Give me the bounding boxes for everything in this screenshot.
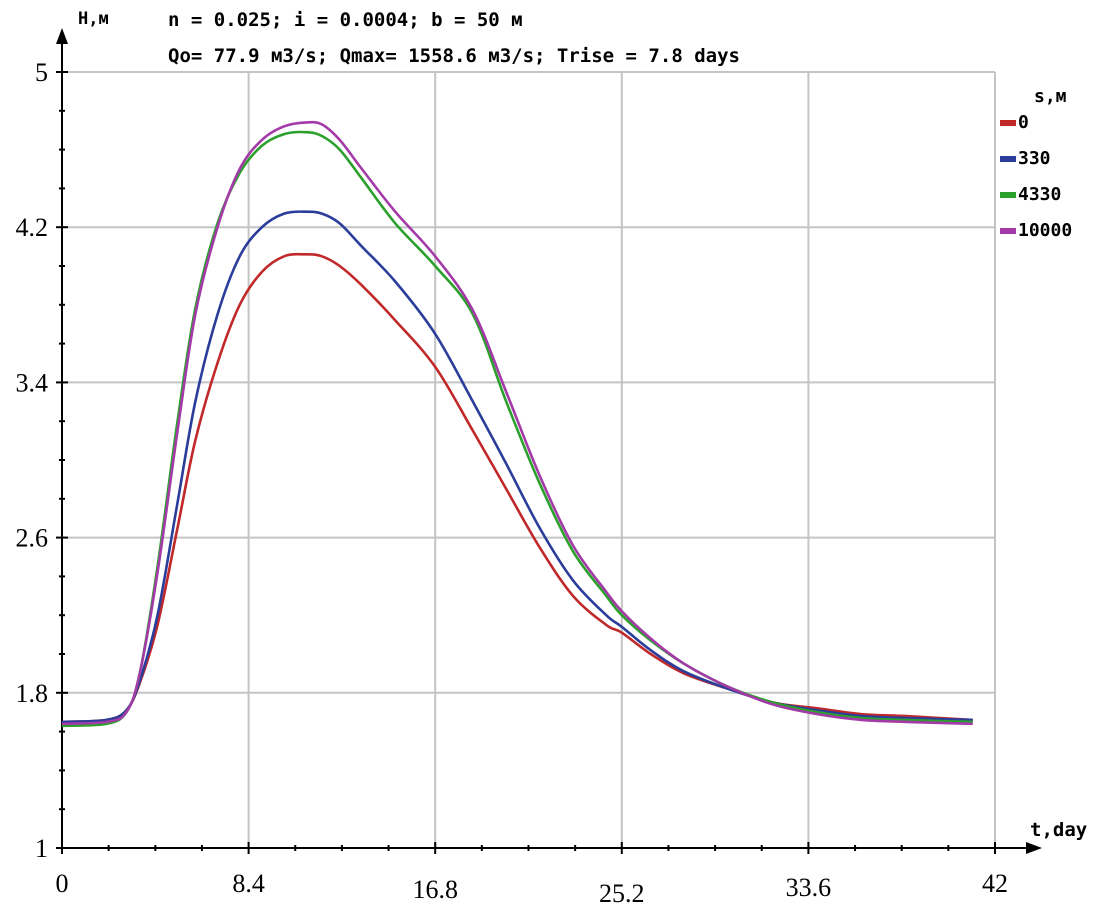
x-axis-arrow-icon (1026, 842, 1042, 854)
x-tick-label: 0 (56, 869, 69, 898)
y-tick-label: 2.6 (16, 524, 49, 553)
x-axis-label: t,day (1030, 819, 1087, 841)
y-tick-label: 3.4 (16, 368, 49, 397)
y-axis-arrow-icon (56, 28, 68, 44)
series-line-10000 (61, 120, 973, 726)
tick-labels: 0 8.4 16.8 25.2 33.6 42 1 1.8 2.6 3.4 4.2 5 (16, 58, 1009, 908)
y-tick-label: 5 (35, 58, 48, 87)
series-line-330 (61, 210, 973, 724)
legend-label: 10000 (1018, 220, 1072, 241)
x-tick-label: 33.6 (786, 873, 832, 902)
legend-label: 4330 (1018, 184, 1061, 205)
x-tick-label: 8.4 (232, 869, 265, 898)
legend-label: 0 (1018, 112, 1029, 133)
series-lines (61, 120, 973, 728)
y-tick-label: 1.8 (16, 679, 49, 708)
legend-swatch (1000, 156, 1016, 162)
grid (62, 71, 996, 848)
legend-label: 330 (1018, 148, 1051, 169)
x-tick-label: 25.2 (599, 879, 645, 908)
legend-title: s,м (1034, 86, 1067, 107)
y-tick-label: 1 (35, 834, 48, 863)
legend-swatch (1000, 228, 1016, 234)
legend: 0 330 4330 10000 (1000, 112, 1072, 241)
axes (56, 28, 1042, 854)
legend-swatch (1000, 120, 1016, 126)
x-tick-label: 16.8 (412, 875, 458, 904)
chart-title: n = 0.025; i = 0.0004; b = 50 м (168, 9, 523, 31)
y-tick-label: 4.2 (16, 213, 49, 242)
x-tick-label: 42 (982, 869, 1008, 898)
y-axis-label: H,м (78, 9, 109, 29)
legend-swatch (1000, 192, 1016, 198)
chart-subtitle: Qo= 77.9 м3/s; Qmax= 1558.6 м3/s; Trise … (168, 45, 740, 67)
